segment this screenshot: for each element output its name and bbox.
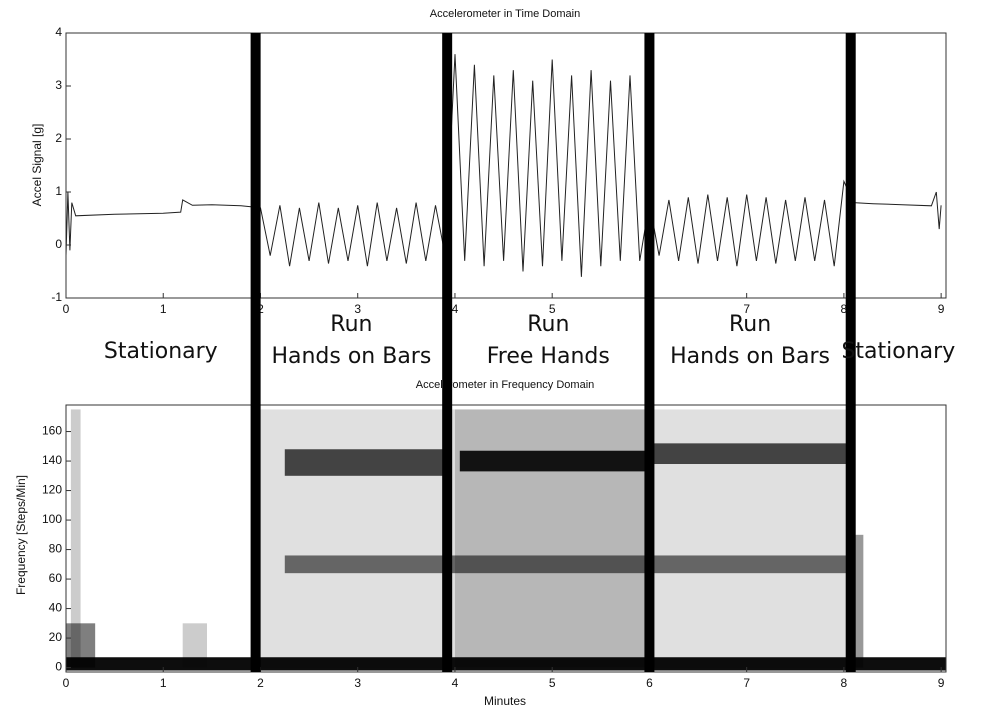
spectrogram-cell	[70, 409, 81, 668]
spectrogram-cell	[284, 449, 451, 476]
x-tick-label: 5	[549, 676, 556, 690]
x-tick-label: 2	[257, 302, 264, 316]
y-tick-label: 4	[55, 25, 62, 39]
x-tick-label: 7	[743, 302, 750, 316]
y-tick-label: 120	[42, 483, 62, 497]
phase-label: Free Hands	[487, 344, 610, 369]
y-tick-label: 0	[55, 660, 62, 674]
x-tick-label: 3	[354, 676, 361, 690]
bottom-y-label: Frequency [Steps/Min]	[14, 475, 28, 595]
y-tick-label: -1	[51, 290, 62, 304]
phase-label: Stationary	[104, 339, 218, 364]
spectrogram-cell	[284, 555, 854, 574]
x-tick-label: 8	[841, 676, 848, 690]
bottom-title: Accelerometer in Frequency Domain	[416, 379, 595, 391]
x-tick-label: 0	[63, 676, 70, 690]
spectrogram-cell	[454, 409, 650, 668]
phase-label: Hands on Bars	[670, 344, 830, 369]
x-tick-label: 4	[452, 676, 459, 690]
x-tick-label: 4	[452, 302, 459, 316]
x-tick-label: 0	[63, 302, 70, 316]
x-tick-label: 3	[354, 302, 361, 316]
y-tick-label: 0	[55, 237, 62, 251]
plot-frame	[65, 404, 947, 673]
x-tick-label: 9	[938, 676, 945, 690]
top-title: Accelerometer in Time Domain	[430, 8, 580, 20]
y-tick-label: 1	[55, 184, 62, 198]
y-tick-label: 40	[49, 601, 63, 615]
x-tick-label: 5	[549, 302, 556, 316]
y-tick-label: 80	[49, 542, 63, 556]
phase-label: Run	[330, 312, 372, 337]
spectrogram-cell	[649, 443, 854, 465]
spectrogram-cell	[66, 657, 946, 671]
phase-label: Hands on Bars	[271, 344, 431, 369]
x-tick-label: 9	[938, 302, 945, 316]
y-tick-label: 3	[55, 78, 62, 92]
signal-line	[65, 54, 942, 277]
y-tick-label: 60	[49, 571, 63, 585]
top-y-label: Accel Signal [g]	[30, 124, 44, 207]
phase-label: Stationary	[841, 339, 955, 364]
phase-label: Run	[729, 312, 771, 337]
y-tick-label: 140	[42, 453, 62, 467]
x-tick-label: 6	[646, 676, 653, 690]
y-tick-label: 100	[42, 512, 62, 526]
y-tick-label: 160	[42, 424, 62, 438]
x-tick-label: 8	[841, 302, 848, 316]
x-label: Minutes	[484, 694, 526, 708]
x-tick-label: 7	[743, 676, 750, 690]
x-tick-label: 1	[160, 302, 167, 316]
x-tick-label: 1	[160, 676, 167, 690]
y-tick-label: 20	[49, 630, 63, 644]
y-tick-label: 2	[55, 131, 62, 145]
x-tick-label: 2	[257, 676, 264, 690]
spectrogram-cell	[459, 450, 645, 472]
plot-frame	[65, 32, 947, 299]
phase-label: Run	[527, 312, 569, 337]
